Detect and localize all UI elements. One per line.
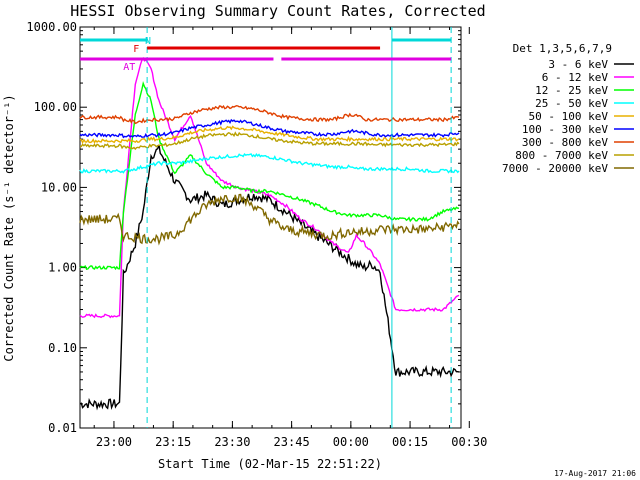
y-tick-label: 100.00 [34,100,77,114]
series-line-4 [79,125,460,145]
legend-label: 12 - 25 keV [535,84,608,97]
x-tick-label: 00:30 [451,435,487,449]
series-line-5 [79,118,460,139]
series-line-7 [80,131,460,151]
series-line-0 [79,144,460,411]
x-tick-label: 00:15 [392,435,428,449]
chart-title: HESSI Observing Summary Count Rates, Cor… [70,2,485,20]
flags-layer: NF AT [80,27,452,428]
legend-title: Det 1,3,5,6,7,9 [513,42,612,55]
flag-label: N [145,36,151,47]
legend-label: 7000 - 20000 keV [502,162,608,175]
x-tick-label: 23:45 [274,435,310,449]
y-tick-label: 1000.00 [26,20,77,34]
y-tick-label: 0.01 [48,421,77,435]
timestamp: 17-Aug-2017 21:06 [554,469,636,478]
plot-area [79,26,462,429]
series-line-2 [79,80,459,271]
x-axis: 23:00 23:15 23:30 23:45 00:00 00:15 00:30 [93,27,487,449]
x-tick-label: 00:00 [333,435,369,449]
flag-label: F [133,44,139,55]
x-axis-label: Start Time (02-Mar-15 22:51:22) [158,457,382,471]
legend-label: 6 - 12 keV [542,71,609,84]
y-tick-label: 0.10 [48,341,77,355]
plot-frame [79,26,462,429]
series-line-8 [79,193,460,246]
legend-label: 25 - 50 keV [535,97,608,110]
legend-label: 300 - 800 keV [522,136,608,149]
series-line-3 [79,152,460,174]
legend-label: 100 - 300 keV [522,123,608,136]
y-axis: 0.01 0.10 1.00 10.00 100.00 1000.00 [26,20,461,435]
x-tick-label: 23:15 [155,435,191,449]
series-layer [79,56,460,411]
legend-label: 50 - 100 keV [529,110,609,123]
y-tick-label: 10.00 [41,180,77,194]
series-line-1 [79,56,460,319]
series-line-6 [79,104,460,125]
x-tick-label: 23:00 [96,435,132,449]
y-axis-label: Corrected Count Rate (s⁻¹ detector⁻¹) [2,94,16,361]
x-tick-label: 23:30 [214,435,250,449]
flag-label: AT [123,62,135,73]
legend-label: 800 - 7000 keV [515,149,608,162]
y-tick-label: 1.00 [48,261,77,275]
legend-label: 3 - 6 keV [548,58,608,71]
